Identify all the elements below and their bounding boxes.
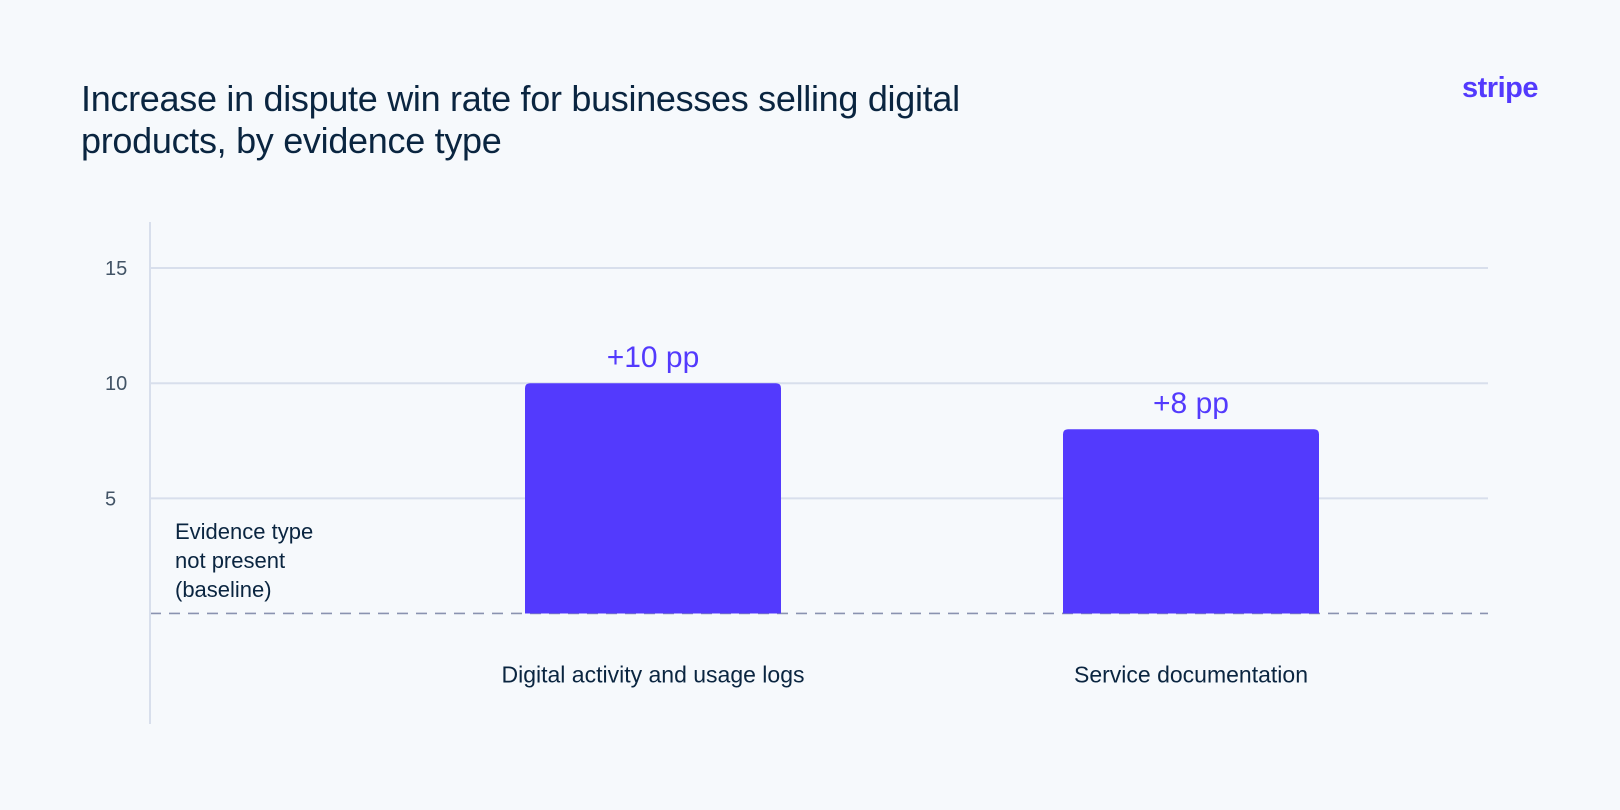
baseline-label-line: Evidence type <box>175 519 314 544</box>
value-labels: +10 pp +8 pp <box>607 341 1229 420</box>
bars <box>525 383 1319 614</box>
baseline-label-line: (baseline) <box>175 577 272 602</box>
category-label: Digital activity and usage logs <box>502 661 805 687</box>
y-tick-labels: 5 10 15 <box>105 258 127 510</box>
category-labels: Digital activity and usage logs Service d… <box>502 661 1308 687</box>
value-label: +10 pp <box>607 341 700 374</box>
value-label: +8 pp <box>1153 387 1229 420</box>
stripe-logo: stripe <box>1462 72 1538 104</box>
y-tick-label: 5 <box>105 488 116 510</box>
chart-title: Increase in dispute win rate for busines… <box>81 78 960 161</box>
baseline-label: Evidence type not present (baseline) <box>175 517 313 604</box>
y-tick-label: 15 <box>105 258 127 280</box>
bar <box>1063 429 1319 614</box>
y-tick-label: 10 <box>105 373 127 395</box>
category-label: Service documentation <box>1074 661 1308 687</box>
bar <box>525 383 781 614</box>
baseline-label-line: not present <box>175 548 286 573</box>
